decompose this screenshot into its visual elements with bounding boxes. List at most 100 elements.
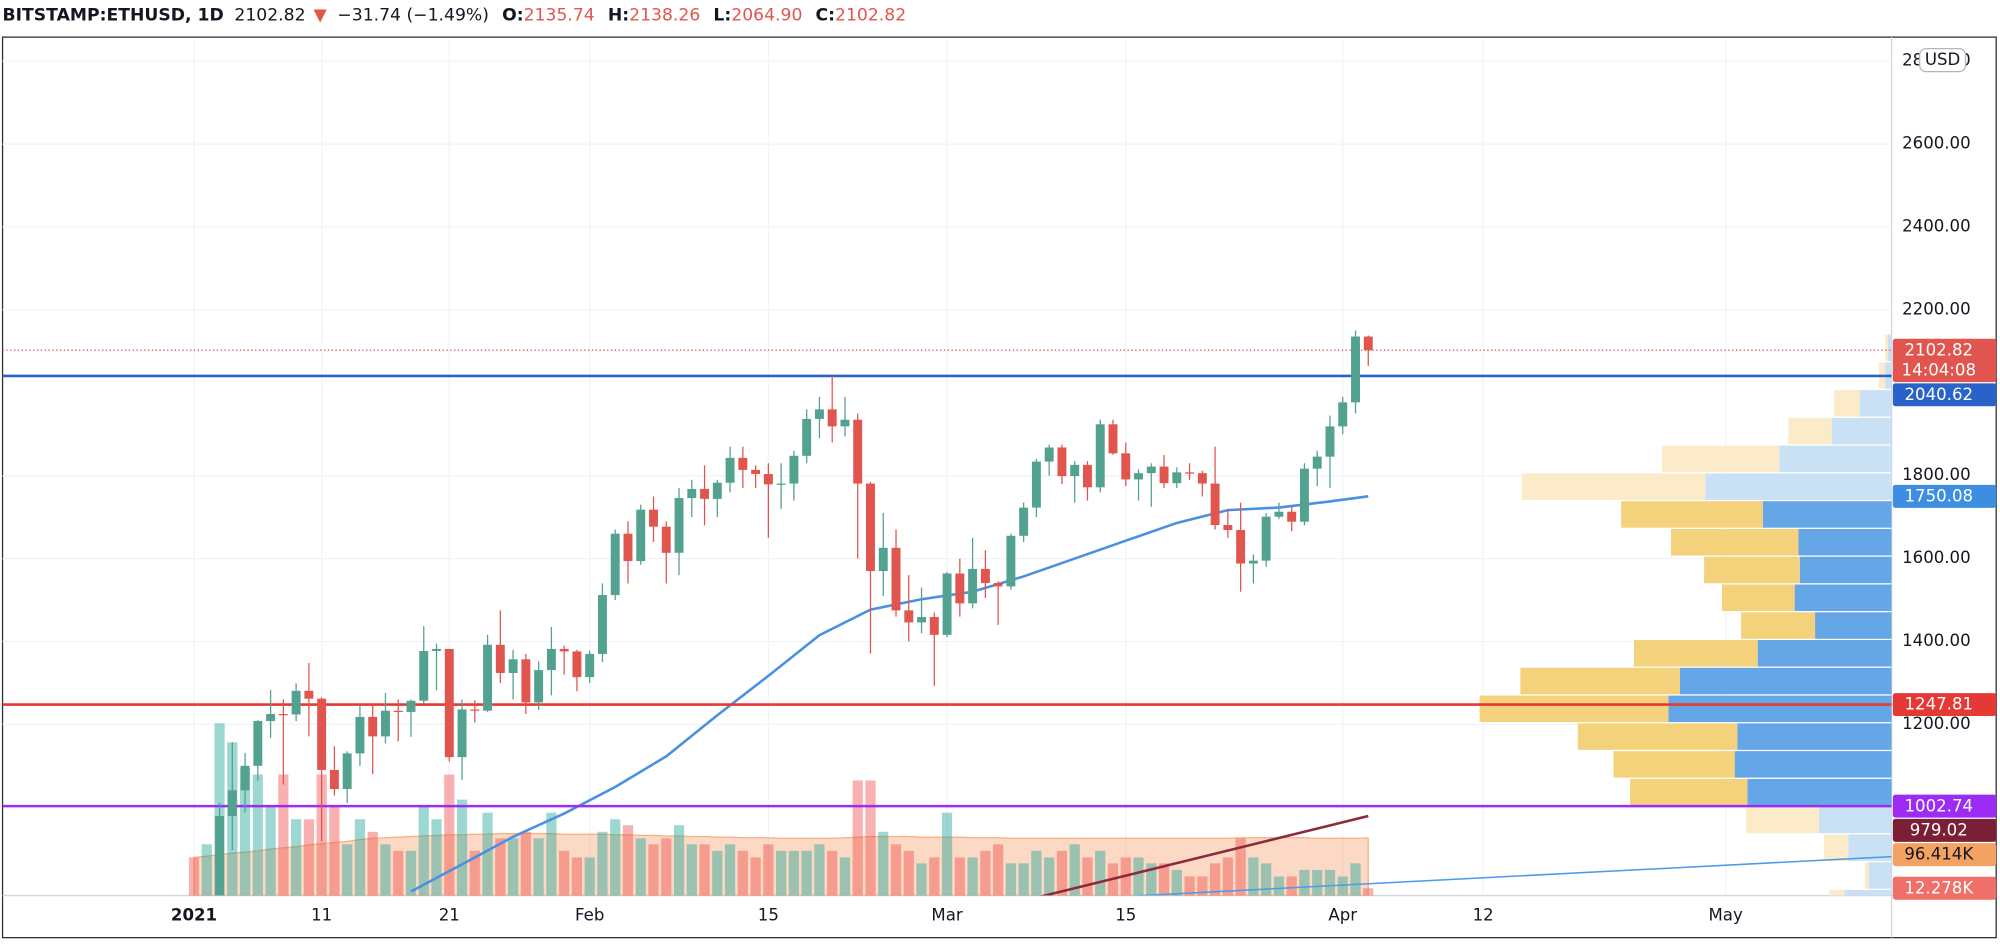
volume-bar	[622, 825, 634, 896]
volume-bar	[661, 838, 672, 896]
volume-bar	[380, 844, 391, 896]
candle-body	[572, 651, 582, 678]
price-tag: 979.02	[1910, 821, 1968, 840]
profile-up	[1799, 556, 1892, 584]
volume-bar	[507, 838, 519, 896]
volume-bar	[635, 838, 646, 896]
volume-bar	[1363, 888, 1374, 896]
volume-bar	[278, 774, 289, 896]
candle-body	[853, 419, 863, 484]
direction: ▼	[314, 5, 328, 25]
profile-up	[1831, 417, 1892, 445]
legend-header: BITSTAMP:ETHUSD, 1D 2102.82 ▼ −31.74 (−1…	[3, 5, 907, 25]
candle-body	[483, 644, 493, 711]
y-tick-label: 2200.00	[1902, 299, 1971, 318]
ohlc-label: L:	[713, 5, 731, 25]
volume-bar	[1171, 869, 1182, 896]
candle-body	[700, 488, 710, 499]
y-tick-label: 2600.00	[1902, 134, 1971, 153]
candle-body	[432, 648, 441, 652]
volume-bar	[929, 857, 940, 896]
y-tick-label: 2400.00	[1902, 217, 1971, 236]
profile-down	[1521, 473, 1706, 500]
volume-bar	[814, 844, 825, 896]
chart-frame	[1, 36, 1997, 939]
candle-body	[917, 617, 927, 623]
candle-body	[406, 700, 416, 712]
volume-bar	[303, 819, 314, 896]
x-tick-label: 21	[439, 905, 460, 924]
x-tick-label: 15	[758, 905, 779, 924]
volume-bar	[533, 838, 544, 896]
profile-down	[1823, 834, 1849, 861]
x-tick-label: 11	[311, 905, 332, 924]
candle-body	[355, 716, 365, 754]
volume-bar	[1056, 850, 1068, 896]
ohlc-value: 2064.90	[731, 5, 802, 25]
candle-body	[597, 595, 607, 654]
candle-body	[1299, 468, 1309, 522]
profile-down	[1864, 862, 1869, 889]
volume-bar	[559, 850, 570, 896]
ohlc-value: 2102.82	[835, 5, 906, 25]
candle-body	[559, 648, 569, 652]
candle-body	[674, 498, 684, 553]
candle-body	[380, 710, 390, 737]
profile-down	[1577, 723, 1738, 750]
x-tick-label: May	[1709, 905, 1743, 924]
profile-down	[1630, 778, 1748, 806]
volume-bar	[712, 850, 723, 896]
volume-bar	[1350, 863, 1361, 896]
candle-body	[534, 670, 544, 703]
candle-body	[789, 455, 799, 484]
candle-body	[1197, 473, 1207, 484]
profile-down	[1721, 584, 1795, 612]
volume-bar	[1133, 857, 1144, 896]
price-tag-bg	[1892, 484, 1997, 508]
volume-bar	[1005, 863, 1016, 896]
candle-body	[508, 659, 518, 673]
candle-body	[955, 573, 965, 604]
volume-bar	[1044, 857, 1055, 896]
ohlc-label: C:	[816, 5, 836, 25]
profile-down	[1746, 806, 1819, 834]
volume-bar	[801, 850, 812, 896]
volume-bar	[750, 857, 761, 896]
volume-bar	[584, 857, 595, 896]
volume-bar	[1324, 869, 1336, 896]
volume-bar	[188, 857, 200, 896]
volume-bar	[291, 819, 302, 896]
volume-bar	[597, 831, 608, 896]
profile-down	[1834, 390, 1860, 417]
last-price: 2102.82	[234, 5, 305, 25]
profile-up	[1798, 528, 1892, 556]
volume-bar	[1222, 857, 1233, 896]
volume-bar	[941, 812, 953, 896]
candle-body	[1070, 464, 1080, 477]
candle-body	[329, 769, 339, 790]
volume-bar	[1197, 876, 1208, 896]
change: −31.74 (−1.49%)	[337, 5, 489, 25]
candle-body	[253, 721, 263, 766]
volume-bar	[763, 844, 774, 896]
candle-body	[457, 709, 467, 758]
candle-body	[1287, 511, 1297, 522]
candle-body	[1121, 453, 1131, 480]
volume-bar	[1184, 876, 1195, 896]
candle-body	[444, 648, 454, 758]
candle-body	[751, 469, 761, 475]
profile-down	[1613, 751, 1735, 778]
candle-body	[712, 482, 722, 499]
candle-body	[891, 547, 901, 611]
price-tag: 2040.62	[1904, 385, 1973, 404]
price-tag: 96.414K	[1904, 845, 1974, 864]
volume-bar	[878, 831, 889, 896]
volume-bar	[673, 825, 685, 896]
x-tick-label: Feb	[575, 905, 604, 924]
volume-bar	[1031, 850, 1042, 896]
candle-body	[1223, 525, 1233, 530]
profile-up	[1737, 723, 1892, 750]
profile-up	[1668, 695, 1892, 723]
volume-bar	[648, 844, 659, 896]
price-tag-bg	[1892, 383, 1997, 407]
